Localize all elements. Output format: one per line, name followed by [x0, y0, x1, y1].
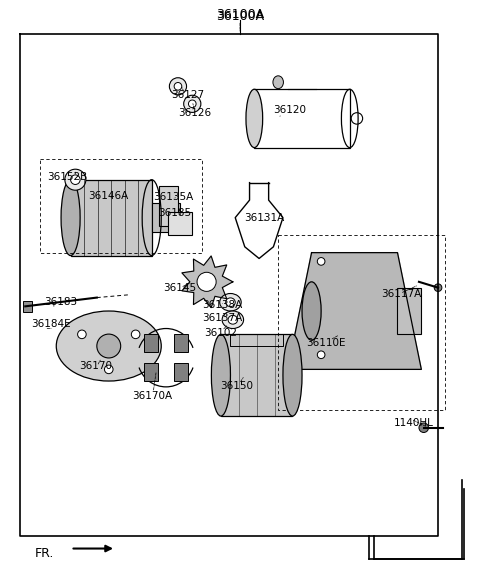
Ellipse shape [273, 76, 283, 89]
Bar [159, 185, 178, 227]
Text: 36100A: 36100A [216, 8, 264, 21]
Bar [174, 363, 188, 381]
Circle shape [78, 330, 86, 339]
Circle shape [189, 100, 196, 107]
Circle shape [184, 95, 201, 113]
Text: 36126: 36126 [178, 107, 211, 117]
Circle shape [317, 258, 325, 265]
Text: 36146A: 36146A [88, 191, 129, 201]
Text: 36100A: 36100A [216, 10, 264, 23]
Text: 36170: 36170 [79, 362, 112, 372]
Text: 36152B: 36152B [47, 172, 87, 182]
Text: 36127: 36127 [171, 90, 204, 100]
Text: 36185: 36185 [158, 208, 191, 218]
Text: 36138A: 36138A [202, 300, 242, 310]
Ellipse shape [56, 311, 161, 381]
Circle shape [97, 334, 120, 358]
Text: 36145: 36145 [163, 283, 196, 293]
Text: 36102: 36102 [204, 328, 237, 338]
Polygon shape [288, 252, 421, 369]
Bar [168, 212, 192, 235]
Ellipse shape [246, 89, 263, 147]
Text: 36131A: 36131A [244, 212, 284, 222]
Bar [254, 89, 350, 147]
Circle shape [105, 365, 113, 374]
Circle shape [169, 77, 187, 95]
Text: 36110E: 36110E [306, 338, 345, 348]
Bar [174, 335, 188, 352]
Ellipse shape [220, 294, 241, 311]
Text: 36120: 36120 [274, 104, 306, 114]
Bar [71, 180, 152, 255]
Bar [397, 288, 421, 335]
Circle shape [65, 169, 86, 190]
Text: 36170A: 36170A [132, 390, 173, 401]
Bar [23, 301, 33, 312]
Circle shape [174, 83, 182, 90]
Ellipse shape [211, 335, 230, 416]
Text: 36135A: 36135A [153, 192, 193, 202]
Ellipse shape [222, 311, 243, 329]
Text: 36150: 36150 [220, 381, 253, 391]
Ellipse shape [61, 180, 80, 255]
Text: 36137A: 36137A [202, 313, 242, 323]
Circle shape [317, 351, 325, 359]
Bar [144, 363, 158, 381]
Ellipse shape [283, 335, 302, 416]
Bar [144, 335, 158, 352]
Circle shape [197, 272, 216, 291]
Bar [152, 203, 180, 232]
Bar [221, 335, 292, 416]
Text: 36184E: 36184E [31, 319, 71, 329]
Ellipse shape [228, 315, 238, 324]
Text: 36183: 36183 [44, 297, 77, 307]
Circle shape [71, 175, 80, 184]
Circle shape [132, 330, 140, 339]
Ellipse shape [302, 282, 321, 340]
Text: 36117A: 36117A [381, 288, 421, 299]
Circle shape [419, 423, 429, 433]
Ellipse shape [226, 298, 235, 306]
Circle shape [434, 284, 442, 292]
Text: 1140HL: 1140HL [394, 418, 433, 428]
Polygon shape [182, 256, 233, 308]
Text: FR.: FR. [35, 546, 54, 559]
